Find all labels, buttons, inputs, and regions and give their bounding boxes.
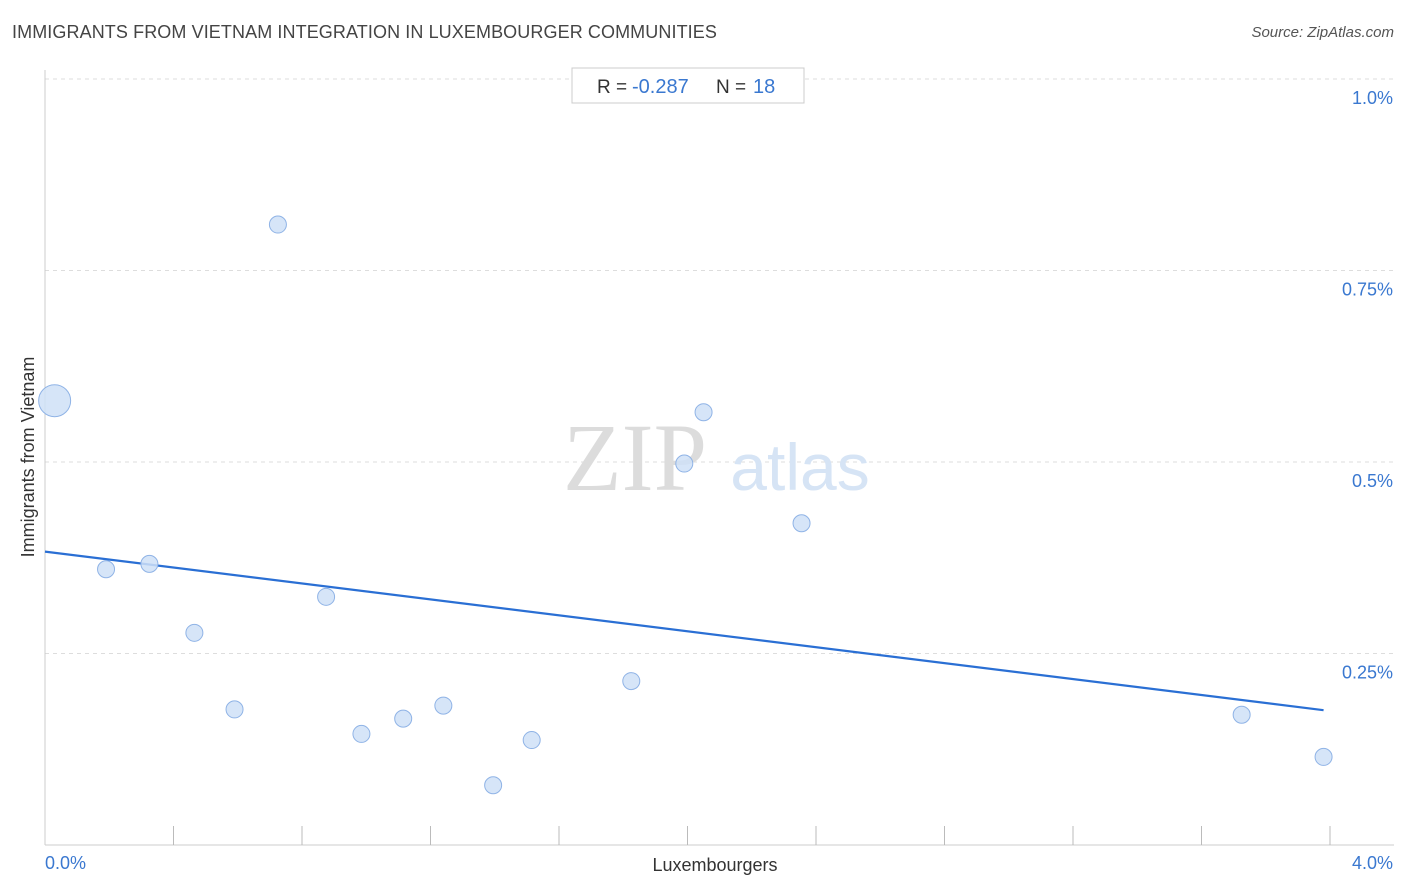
data-point-5 <box>268 215 287 234</box>
source-credit: Source: ZipAtlas.com <box>1251 24 1394 41</box>
n-value: 18 <box>753 76 775 98</box>
x-tick-labels: 0.0% 4.0% <box>45 853 1393 873</box>
y-axis-title: Immigrants from Vietnam <box>18 357 38 558</box>
chart-title: IMMIGRANTS FROM VIETNAM INTEGRATION IN L… <box>12 22 717 42</box>
data-point-10 <box>484 776 503 795</box>
data-point-8 <box>394 709 413 728</box>
data-point-11 <box>522 731 541 750</box>
grid-lines <box>45 78 1394 654</box>
stats-box: R = -0.287 N = 18 <box>571 67 805 104</box>
r-label: R = <box>597 77 627 98</box>
data-point-12 <box>622 672 641 691</box>
data-point-9 <box>434 696 453 715</box>
watermark: ZIP atlas <box>563 404 870 511</box>
data-point-2 <box>140 554 159 573</box>
x-axis-title: Luxembourgers <box>652 855 777 875</box>
data-point-17 <box>1314 747 1333 766</box>
watermark-atlas: atlas <box>730 430 869 504</box>
data-point-7 <box>352 724 371 743</box>
data-points <box>38 215 1333 795</box>
x-tick-label-1: 4.0% <box>1352 853 1393 873</box>
data-point-3 <box>185 623 204 642</box>
y-tick-label-0: 1.0% <box>1352 88 1393 108</box>
data-point-1 <box>97 560 116 579</box>
data-point-14 <box>694 403 713 422</box>
data-point-13 <box>675 454 694 473</box>
data-point-4 <box>225 700 244 719</box>
y-tick-label-3: 0.25% <box>1342 663 1393 683</box>
data-point-15 <box>792 514 811 533</box>
data-point-6 <box>317 587 336 606</box>
y-tick-labels: 1.0% 0.75% 0.5% 0.25% <box>1342 88 1393 683</box>
y-tick-label-2: 0.5% <box>1352 471 1393 491</box>
stats-box-frame <box>571 67 805 104</box>
x-tick-label-0: 0.0% <box>45 853 86 873</box>
trendline <box>44 550 1324 712</box>
r-value: -0.287 <box>632 76 689 98</box>
x-axis-ticks <box>173 826 1331 845</box>
trendline-group <box>44 550 1324 712</box>
data-point-16 <box>1232 705 1251 724</box>
data-point-0 <box>38 384 72 418</box>
n-label: N = <box>716 77 746 98</box>
y-tick-label-1: 0.75% <box>1342 280 1393 300</box>
